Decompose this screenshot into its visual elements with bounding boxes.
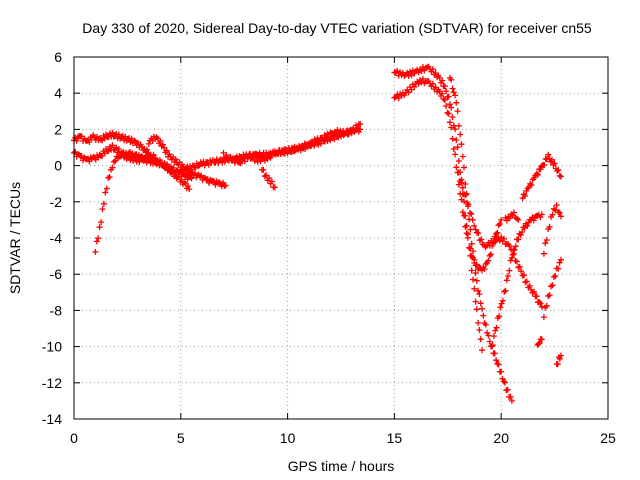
chart-title: Day 330 of 2020, Sidereal Day-to-day VTE… xyxy=(82,20,592,36)
y-tick-label: 6 xyxy=(54,49,62,65)
marker-trace xyxy=(540,202,564,257)
y-tick-label: -8 xyxy=(50,302,63,318)
x-tick-label: 10 xyxy=(280,430,296,446)
y-axis-label: SDTVAR / TECUs xyxy=(7,182,23,294)
marker-trace xyxy=(391,76,505,274)
x-tick-label: 20 xyxy=(493,430,509,446)
x-tick-label: 25 xyxy=(600,430,616,446)
marker-trace xyxy=(489,211,545,349)
y-tick-label: -14 xyxy=(42,411,62,427)
series-track-p xyxy=(540,202,564,257)
plot-frame xyxy=(73,56,609,420)
marker-trace xyxy=(534,336,545,348)
marker-trace xyxy=(220,125,364,167)
data-points xyxy=(71,63,564,404)
series-track-c xyxy=(92,149,195,255)
y-tick-label: -12 xyxy=(42,375,62,391)
marker-trace xyxy=(446,74,515,404)
series-track-i xyxy=(391,76,505,274)
series-track-m xyxy=(502,209,522,224)
y-tick-label: 4 xyxy=(54,85,62,101)
marker-trace xyxy=(391,63,485,354)
series-track-f xyxy=(220,125,364,167)
marker-trace xyxy=(502,209,522,224)
series-track-h xyxy=(391,63,485,354)
y-tick-label: -4 xyxy=(50,230,63,246)
marker-trace xyxy=(540,256,564,321)
series-track-k xyxy=(455,169,545,310)
marker-trace xyxy=(455,169,545,310)
y-tick-label: 2 xyxy=(54,121,62,137)
series-track-l xyxy=(489,211,545,349)
marker-trace xyxy=(519,151,564,202)
x-axis-label: GPS time / hours xyxy=(288,458,395,474)
marker-trace xyxy=(553,352,564,368)
marker-trace xyxy=(259,166,278,191)
x-tick-label: 15 xyxy=(387,430,403,446)
marker-trace xyxy=(92,149,195,255)
y-tick-label: -2 xyxy=(50,194,63,210)
tick-labels: 0 5 10 15 20 25 -14 -12 -10 -8 -6 -4 -2 0 2 4 6 xyxy=(42,49,616,446)
x-tick-label: 0 xyxy=(70,430,78,446)
y-tick-label: 0 xyxy=(54,158,62,174)
y-tick-label: -10 xyxy=(42,339,62,355)
series-track-n xyxy=(519,151,564,202)
grid xyxy=(74,57,608,419)
series-track-g xyxy=(259,166,278,191)
series-track-q xyxy=(534,336,545,348)
series-track-r xyxy=(553,352,564,368)
series-track-o xyxy=(540,256,564,321)
y-tick-label: -6 xyxy=(50,266,63,282)
x-tick-label: 5 xyxy=(177,430,185,446)
series-track-j xyxy=(446,74,515,404)
